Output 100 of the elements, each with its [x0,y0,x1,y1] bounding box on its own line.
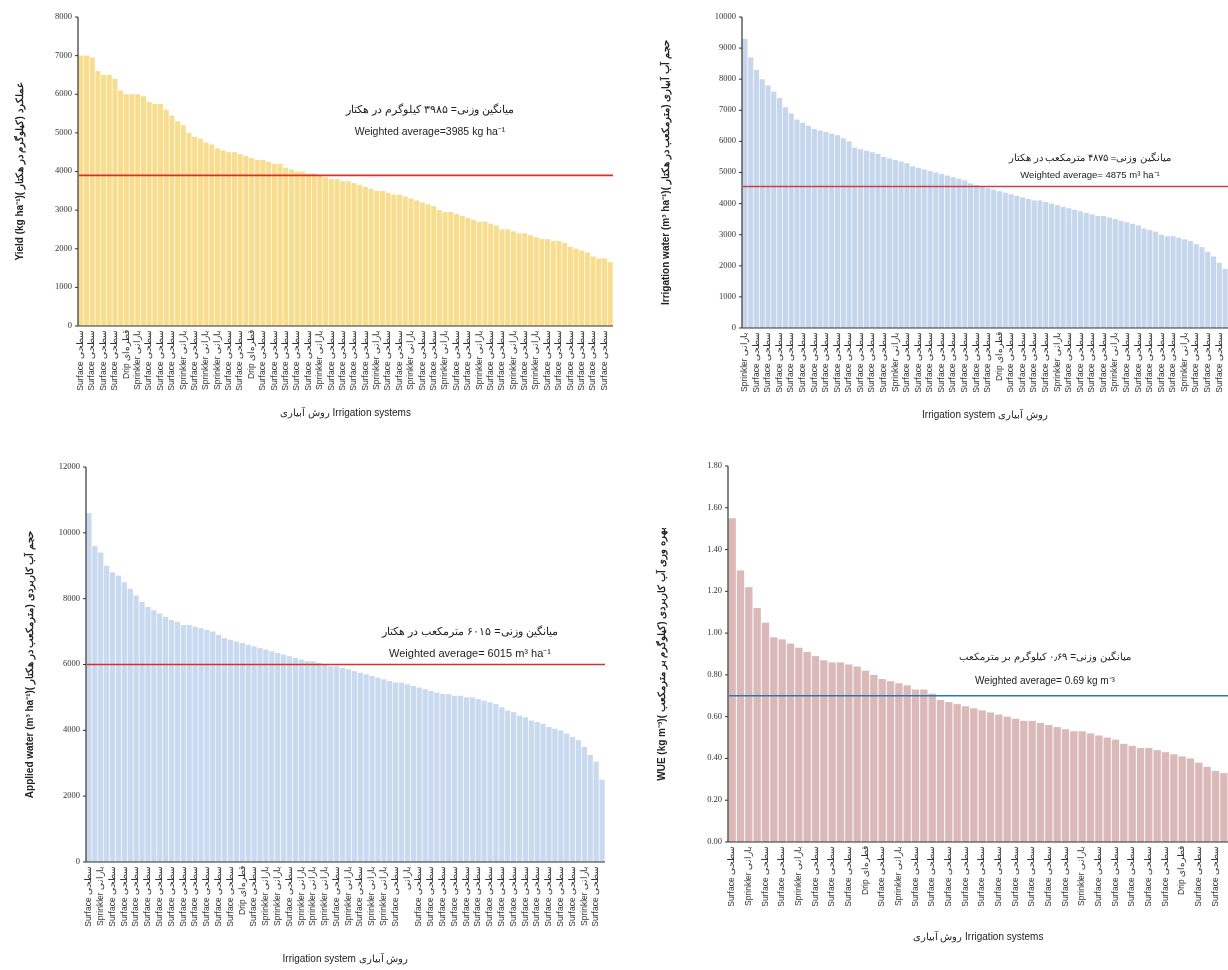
x-tick-label: Surface سطحی [325,330,336,391]
x-tick-label: بارانی [401,866,413,890]
x-tick-label: Surface سطحی [86,330,97,391]
x-tick-label: Surface سطحی [188,330,199,391]
x-tick-label: Surface سطحی [726,846,737,907]
x-tick-label: Surface سطحی [866,332,877,393]
x-tick-label: Sprinkler بارانی [1178,332,1190,392]
x-tick-label: Surface سطحی [531,866,542,927]
x-axis-title: روش آبیاری Irrigation systems [280,406,411,419]
x-axis-title: روش آبیاری Irrigation systems [912,930,1044,943]
x-tick-label: Surface سطحی [1209,846,1220,907]
y-tick-label: 0.40 [707,752,722,763]
x-tick-label: Sprinkler بارانی [295,866,307,926]
annotation: میانگین وزنی= ۴۸۷۵ مترمکعب در هکتار [1008,152,1171,165]
x-tick-label: Surface سطحی [976,846,987,907]
x-tick-label: Surface سطحی [336,330,347,391]
x-tick-label: Surface سطحی [472,866,483,927]
x-axis-title: Irrigation system روش آبیاری [922,408,1048,421]
x-tick-label: Surface سطحی [598,330,609,391]
x-tick-label: Surface سطحی [462,330,473,391]
x-tick-label: Sprinkler بارانی [307,866,319,926]
y-axis-title: WUE (kg m⁻³)( بهره وری آب کاربردی (کیلوگرم بر مترمکعب [654,527,668,781]
x-tick-label: Surface سطحی [437,866,448,927]
annotation: Weighted average= 4875 m³ ha⁻¹ [1020,169,1160,181]
x-tick-label: Surface سطحی [1121,332,1131,393]
x-tick-label: Surface سطحی [519,866,530,927]
x-tick-label: Sprinkler بارانی [578,866,590,926]
x-tick-label: Surface سطحی [935,332,946,393]
y-tick-label: 0.60 [707,710,722,721]
x-tick-label: Surface سطحی [83,866,94,927]
x-tick-label: Surface سطحی [291,330,302,391]
x-tick-label: Sprinkler بارانی [1051,332,1063,392]
x-tick-label: Sprinkler بارانی [439,330,451,390]
x-tick-label: Surface سطحی [1097,332,1108,393]
y-tick-label: 2000 [55,242,72,253]
x-tick-label: Sprinkler بارانی [743,846,755,906]
x-tick-label: Surface سطحی [1159,846,1170,907]
y-tick-label: 0.00 [707,835,722,846]
x-tick-label: Surface سطحی [359,330,370,391]
x-tick-label: Surface سطحی [177,866,188,927]
x-tick-label: Sprinkler بارانی [371,330,383,390]
x-tick-label: Surface سطحی [564,330,575,391]
x-tick-label: Surface سطحی [1028,332,1039,393]
x-tick-label: Sprinkler بارانی [319,866,331,926]
x-tick-label: Drip قطره‌ای [993,332,1005,381]
x-tick-label: Surface سطحی [843,332,854,393]
x-tick-label: Sprinkler بارانی [260,866,272,926]
x-tick-label: Sprinkler بارانی [889,332,901,392]
x-tick-label: Surface سطحی [901,332,912,393]
y-tick-label: 4000 [719,197,736,208]
x-tick-label: Surface سطحی [1059,846,1070,907]
x-tick-label: Surface سطحی [808,332,819,393]
y-tick-label: 0.20 [707,794,722,805]
y-tick-label: 0 [67,319,72,330]
x-axis-title: Irrigation system روش آبیاری [282,952,409,965]
x-tick-label: Surface سطحی [543,866,554,927]
x-tick-label: Surface سطحی [541,330,552,391]
x-tick-label: Surface سطحی [1126,846,1137,907]
y-tick-label: 1.00 [707,627,722,638]
y-tick-label: 8000 [63,592,80,603]
x-tick-label: Surface سطحی [166,330,177,391]
annotation: Weighted average= 6015 m³ ha⁻¹ [389,646,552,659]
y-tick-label: 3000 [55,204,72,215]
x-tick-label: Surface سطحی [153,866,164,927]
y-tick-label: 6000 [63,658,80,669]
x-tick-label: Surface سطحی [1132,332,1143,393]
x-tick-label: Surface سطحی [587,330,598,391]
x-tick-label: Surface سطحی [248,866,259,927]
x-tick-label: Surface سطحی [776,846,787,907]
annotation: میانگین وزنی= ۶۰۱۵ مترمکعب در هکتار [381,624,558,638]
x-tick-label: Sprinkler بارانی [200,330,212,390]
x-tick-label: Surface سطحی [1026,846,1037,907]
y-tick-label: 1.40 [707,543,722,554]
x-tick-label: Surface سطحی [982,332,993,393]
x-tick-label: Surface سطحی [75,330,86,391]
x-tick-label: Surface سطحی [924,332,935,393]
x-tick-label: Sprinkler بارانی [405,330,417,390]
x-tick-label: Sprinkler بارانی [1109,332,1121,392]
x-tick-label: Surface سطحی [750,332,761,393]
x-tick-label: Surface سطحی [448,866,459,927]
x-tick-label: Surface سطحی [1193,846,1204,907]
y-axis-title: Yield (kg ha⁻¹)( عملکرد (کیلوگرم در هکتار [12,82,26,261]
y-tick-label: 8000 [719,73,736,84]
x-tick-label: Surface سطحی [106,866,117,927]
x-tick-label: Surface سطحی [909,846,920,907]
x-tick-label: Surface سطحی [773,332,784,393]
x-tick-label: Surface سطحی [519,330,530,391]
y-tick-label: 8000 [55,10,72,21]
x-tick-label: Drip قطره‌ای [245,330,257,379]
x-tick-label: Surface سطحی [959,332,969,393]
x-tick-label: Surface سطحی [1190,332,1201,393]
y-axis-title: Irrigation water (m³ ha⁻¹)( حجم آب آبیاری (مترمکعب در هکتار [658,39,672,306]
x-tick-label: Surface سطحی [566,866,577,927]
x-tick-label: Surface سطحی [797,332,807,393]
x-tick-label: Sprinkler بارانی [342,866,354,926]
annotation: Weighted average= 0.69 kg m⁻³ [975,674,1116,686]
x-tick-label: Surface سطحی [1009,846,1020,907]
x-tick-label: Surface سطحی [484,330,495,391]
x-tick-label: Surface سطحی [189,866,200,927]
x-tick-label: Surface سطحی [507,866,518,927]
